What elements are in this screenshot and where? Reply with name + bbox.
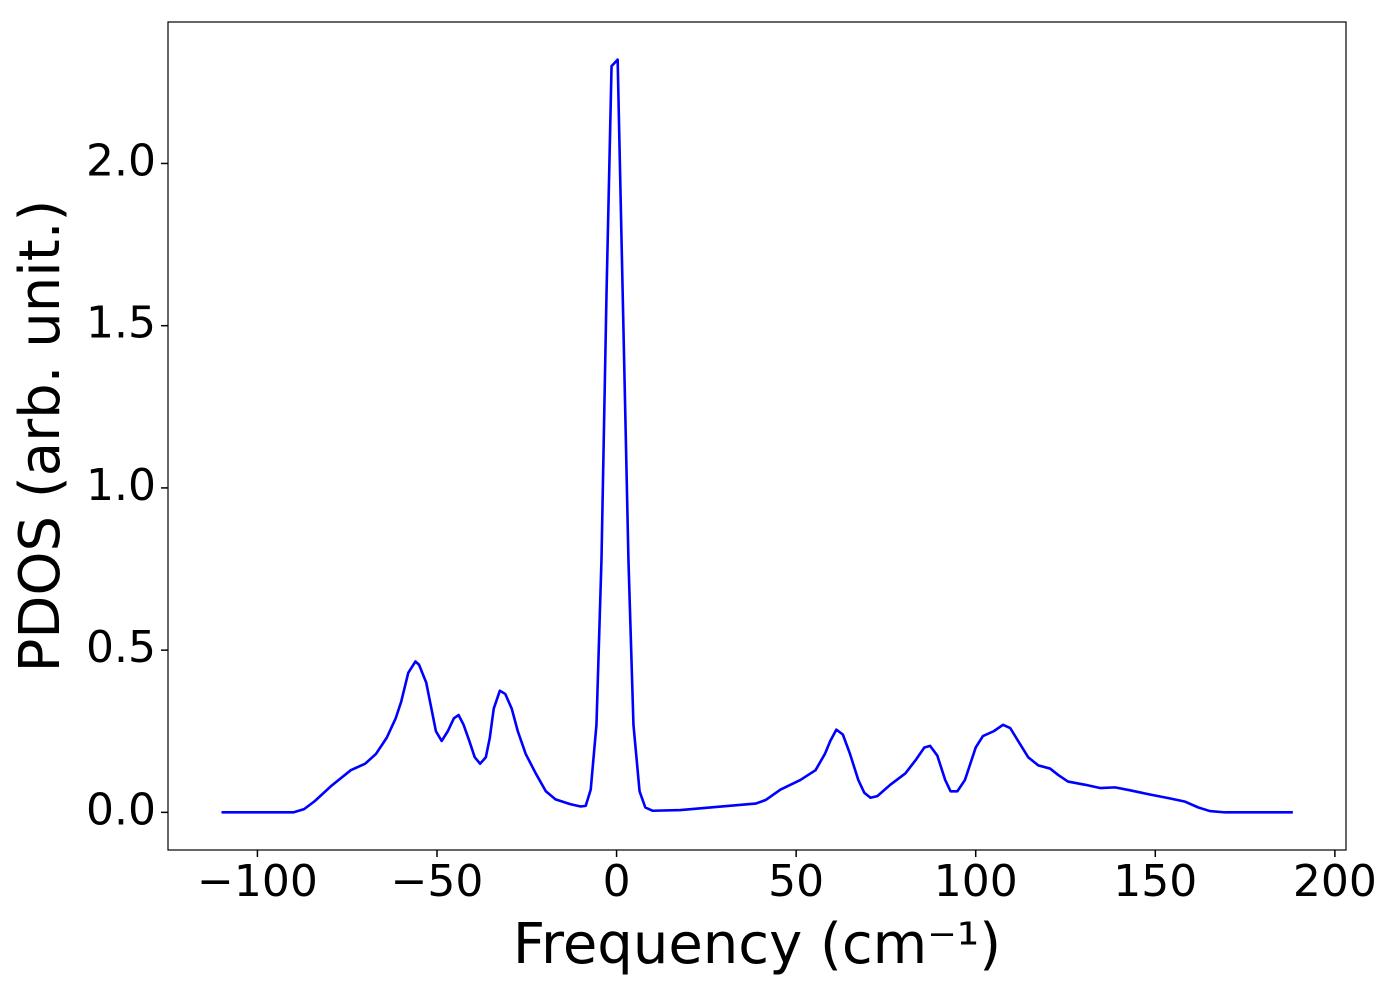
y-axis-label: PDOS (arb. unit.): [8, 200, 73, 673]
y-tick-label: 1.0: [86, 460, 156, 511]
x-tick-label: 100: [934, 856, 1018, 907]
x-tick-label: 50: [768, 856, 824, 907]
x-tick-label: −50: [391, 856, 484, 907]
y-tick-label: 0.5: [86, 622, 156, 673]
x-tick-label: 200: [1293, 856, 1377, 907]
x-tick-label: −100: [197, 856, 318, 907]
data-line: [221, 58, 1293, 814]
x-tick-label: 0: [603, 856, 631, 907]
plot-frame: [167, 21, 1347, 851]
y-tick-label: 1.5: [86, 298, 156, 349]
y-tick-label: 0.0: [86, 784, 156, 835]
x-axis-label: Frequency (cm⁻¹): [513, 912, 1001, 977]
x-tick-label: 150: [1113, 856, 1197, 907]
y-tick-label: 2.0: [86, 135, 156, 186]
